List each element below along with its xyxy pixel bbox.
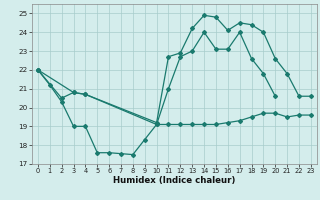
X-axis label: Humidex (Indice chaleur): Humidex (Indice chaleur) bbox=[113, 176, 236, 185]
